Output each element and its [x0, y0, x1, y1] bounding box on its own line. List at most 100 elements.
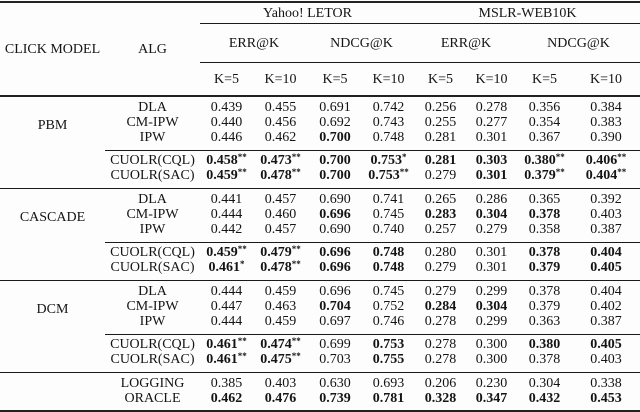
metric-value: 0.299	[466, 281, 517, 299]
metric-value-text: 0.304	[528, 376, 561, 391]
metric-value-text: 0.265	[424, 192, 457, 207]
metric-value: 0.278	[415, 335, 466, 352]
metric-value-text: 0.347	[475, 391, 508, 406]
metric-value: 0.257	[415, 222, 466, 243]
metric-header-ndcg-yahoo: NDCG@K	[308, 23, 415, 63]
metric-header-ndcg-mslr: NDCG@K	[517, 23, 640, 63]
alg-label: CM-IPW	[126, 207, 179, 222]
alg-label: DLA	[138, 100, 167, 115]
metric-value-text: 0.753	[370, 153, 403, 168]
metric-value: 0.387	[572, 222, 640, 243]
metric-value: 0.462	[253, 130, 308, 151]
significance-marker: **	[291, 152, 301, 162]
metric-value-text: 0.474	[260, 337, 292, 352]
click-model-spacer	[0, 242, 105, 281]
alg-label: CM-IPW	[126, 299, 179, 314]
metric-value: 0.383	[572, 115, 640, 130]
metric-value: 0.696	[308, 260, 362, 281]
metric-value: 0.700	[308, 168, 362, 189]
table-row: DCM DLA 0.444 0.459 0.696 0.745 0.279 0.299 0.37…	[0, 281, 640, 317]
metric-value-text: 0.462	[210, 391, 243, 406]
metric-value: 0.444	[200, 314, 253, 335]
alg-label: CUOLR(CQL)	[110, 337, 195, 352]
metric-value-text: 0.690	[319, 192, 351, 207]
click-model-header: CLICK MODEL	[0, 2, 105, 97]
metric-value-text: 0.283	[424, 207, 457, 222]
metric-value: 0.459	[253, 281, 308, 299]
metric-value-text: 0.748	[372, 130, 405, 145]
metric-value-text: 0.479	[260, 245, 292, 260]
metric-value-text: 0.279	[424, 260, 457, 275]
metric-value: 0.402	[572, 299, 640, 314]
metric-value: 0.479**	[253, 243, 308, 261]
metric-value: 0.476	[253, 391, 308, 411]
metric-value: 0.278	[415, 352, 466, 373]
metric-value-text: 0.367	[528, 130, 561, 145]
metric-value-text: 0.356	[528, 100, 561, 115]
metric-value-text: 0.354	[528, 115, 561, 130]
metric-value-text: 0.304	[475, 207, 508, 222]
metric-value-text: 0.745	[372, 207, 405, 222]
table-row: IPW 0.442 0.457 0.690 0.740 0.257 0.279 0.358 0.…	[0, 222, 640, 243]
metric-value: 0.405	[572, 260, 640, 281]
metric-value: 0.365	[517, 189, 572, 207]
metric-value-text: 0.338	[590, 376, 622, 391]
metric-value-text: 0.441	[210, 192, 243, 207]
alg-label: CUOLR(CQL)	[110, 245, 195, 260]
metric-value: 0.380**	[517, 151, 572, 169]
metric-value-text: 0.301	[475, 168, 508, 183]
metric-value-text: 0.753	[368, 168, 400, 183]
metric-value: 0.380	[517, 335, 572, 352]
metric-value-text: 0.697	[319, 314, 351, 329]
metric-value: 0.280	[415, 243, 466, 260]
metric-value-text: 0.380	[528, 337, 561, 352]
metric-value-text: 0.279	[475, 222, 508, 237]
metric-header-err-yahoo: ERR@K	[200, 23, 308, 63]
metric-value: 0.367	[517, 130, 572, 151]
metric-value-text: 0.752	[372, 299, 405, 314]
metric-value: 0.278	[415, 314, 466, 335]
k-header: K=10	[572, 62, 640, 97]
metric-value-text: 0.387	[590, 314, 622, 329]
header-row-metrics: ERR@K NDCG@K ERR@K NDCG@K	[0, 23, 640, 63]
metric-value-text: 0.403	[590, 352, 622, 367]
table-row: CM-IPW 0.447 0.463 0.704 0.752 0.284 0.304 0.37…	[0, 299, 640, 314]
metric-value: 0.356	[517, 96, 572, 115]
metric-value-text: 0.462	[264, 130, 297, 145]
metric-value: 0.700	[308, 130, 362, 151]
metric-value: 0.206	[415, 373, 466, 391]
metric-value-text: 0.457	[264, 222, 297, 237]
metric-value-text: 0.459	[206, 245, 238, 260]
metric-value-text: 0.403	[590, 207, 622, 222]
metric-value-text: 0.781	[372, 391, 405, 406]
metric-value-text: 0.384	[590, 100, 622, 115]
metric-value-text: 0.378	[528, 284, 561, 299]
significance-marker: *	[240, 259, 245, 269]
metric-value: 0.304	[466, 299, 517, 314]
metric-value: 0.405	[572, 335, 640, 352]
metric-value-text: 0.703	[319, 352, 351, 367]
metric-value: 0.304	[466, 207, 517, 222]
k-header: K=5	[308, 62, 362, 97]
metric-value-text: 0.278	[424, 352, 457, 367]
metric-value: 0.474**	[253, 335, 308, 353]
metric-value: 0.301	[466, 168, 517, 189]
metric-value-text: 0.740	[372, 222, 405, 237]
metric-value: 0.441	[200, 189, 253, 207]
metric-value: 0.300	[466, 352, 517, 373]
metric-value-text: 0.444	[210, 314, 243, 329]
metric-value: 0.462	[200, 391, 253, 411]
metric-value: 0.278	[466, 96, 517, 115]
metric-value: 0.453	[572, 391, 640, 411]
metric-value: 0.378	[517, 352, 572, 373]
metric-value: 0.387	[572, 314, 640, 335]
metric-value: 0.455	[253, 96, 308, 115]
k-header: K=10	[466, 62, 517, 97]
table-row: IPW 0.446 0.462 0.700 0.748 0.281 0.301 0.367 0.…	[0, 130, 640, 151]
metric-value-text: 0.459	[264, 284, 297, 299]
metric-value: 0.461**	[200, 352, 253, 373]
metric-value: 0.748	[362, 260, 415, 281]
metric-value-text: 0.379	[524, 168, 556, 183]
metric-value: 0.299	[466, 314, 517, 335]
metric-value: 0.442	[200, 222, 253, 243]
